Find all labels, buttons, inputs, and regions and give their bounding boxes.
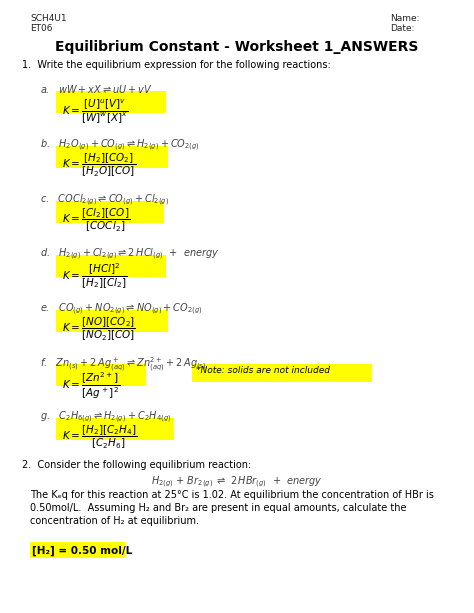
FancyBboxPatch shape [56, 91, 166, 113]
Text: concentration of H₂ at equilibrium.: concentration of H₂ at equilibrium. [30, 516, 199, 526]
Text: 1.  Write the equilibrium expression for the following reactions:: 1. Write the equilibrium expression for … [22, 60, 331, 70]
FancyBboxPatch shape [56, 201, 164, 223]
Text: *Note: solids are not included: *Note: solids are not included [196, 366, 330, 375]
Text: [H₂] = 0.50 mol/L: [H₂] = 0.50 mol/L [32, 546, 132, 556]
FancyBboxPatch shape [56, 418, 174, 440]
Text: The Kₑq for this reaction at 25°C is 1.02. At equilibrium the concentration of H: The Kₑq for this reaction at 25°C is 1.0… [30, 490, 434, 500]
Text: $K = \dfrac{[Cl_2][CO]}{[COCl_2]}$: $K = \dfrac{[Cl_2][CO]}{[COCl_2]}$ [62, 207, 130, 234]
FancyBboxPatch shape [56, 255, 166, 277]
Text: a.   $wW + xX \rightleftharpoons uU + vV$: a. $wW + xX \rightleftharpoons uU + vV$ [40, 83, 153, 95]
FancyBboxPatch shape [30, 542, 125, 558]
Text: d.   $H_{2(g)} + Cl_{2(g)} \rightleftharpoons 2\,HCl_{(g)}$  +  energy: d. $H_{2(g)} + Cl_{2(g)} \rightleftharpo… [40, 247, 219, 262]
FancyBboxPatch shape [56, 364, 146, 386]
Text: $K = \dfrac{[HCl]^2}{[H_2][Cl_2]}$: $K = \dfrac{[HCl]^2}{[H_2][Cl_2]}$ [62, 261, 128, 290]
Text: $K = \dfrac{[H_2][CO_2]}{[H_2O][CO]}$: $K = \dfrac{[H_2][CO_2]}{[H_2O][CO]}$ [62, 152, 136, 179]
Text: $H_{2(g)}$ + $Br_{2(g)}$ $\rightleftharpoons$ $2\,HBr_{(g)}$  +  energy: $H_{2(g)}$ + $Br_{2(g)}$ $\rightleftharp… [151, 475, 323, 490]
Text: $K = \dfrac{[NO][CO_2]}{[NO_2][CO]}$: $K = \dfrac{[NO][CO_2]}{[NO_2][CO]}$ [62, 316, 136, 343]
Text: ET06: ET06 [30, 24, 53, 33]
Text: Equilibrium Constant - Worksheet 1_ANSWERS: Equilibrium Constant - Worksheet 1_ANSWE… [55, 40, 419, 54]
Text: f.   $Zn_{(s)} + 2\,Ag^+_{(aq)} \rightleftharpoons Zn^{2+}_{(aq)} + 2\,Ag_{(s)}$: f. $Zn_{(s)} + 2\,Ag^+_{(aq)} \rightleft… [40, 356, 207, 375]
Text: SCH4U1: SCH4U1 [30, 14, 67, 23]
Text: Name:: Name: [390, 14, 419, 23]
Text: 0.50mol/L.  Assuming H₂ and Br₂ are present in equal amounts, calculate the: 0.50mol/L. Assuming H₂ and Br₂ are prese… [30, 503, 407, 513]
FancyBboxPatch shape [192, 364, 372, 382]
FancyBboxPatch shape [56, 146, 168, 168]
Text: e.   $CO_{(g)} + NO_{2(g)} \rightleftharpoons NO_{(g)} + CO_{2(g)}$: e. $CO_{(g)} + NO_{2(g)} \rightleftharpo… [40, 302, 203, 318]
Text: g.   $C_2H_{6(g)} \rightleftharpoons H_{2(g)} + C_2H_{4(g)}$: g. $C_2H_{6(g)} \rightleftharpoons H_{2(… [40, 410, 172, 425]
Text: $K = \dfrac{[U]^u[V]^v}{[W]^w[X]^x}$: $K = \dfrac{[U]^u[V]^v}{[W]^w[X]^x}$ [62, 97, 128, 125]
Text: b.   $H_2O_{(g)} + CO_{(g)} \rightleftharpoons H_{2(g)} + CO_{2(g)}$: b. $H_2O_{(g)} + CO_{(g)} \rightleftharp… [40, 138, 200, 153]
Text: $K = \dfrac{[Zn^{2+}]}{[Ag^+]^2}$: $K = \dfrac{[Zn^{2+}]}{[Ag^+]^2}$ [62, 370, 120, 401]
Text: $K = \dfrac{[H_2][C_2H_4]}{[C_2H_6]}$: $K = \dfrac{[H_2][C_2H_4]}{[C_2H_6]}$ [62, 424, 137, 451]
Text: c.   $COCl_{2(g)} \rightleftharpoons CO_{(g)} + Cl_{2(g)}$: c. $COCl_{2(g)} \rightleftharpoons CO_{(… [40, 193, 169, 208]
Text: 2.  Consider the following equilibrium reaction:: 2. Consider the following equilibrium re… [22, 460, 251, 470]
Text: Date:: Date: [390, 24, 414, 33]
FancyBboxPatch shape [56, 310, 168, 332]
